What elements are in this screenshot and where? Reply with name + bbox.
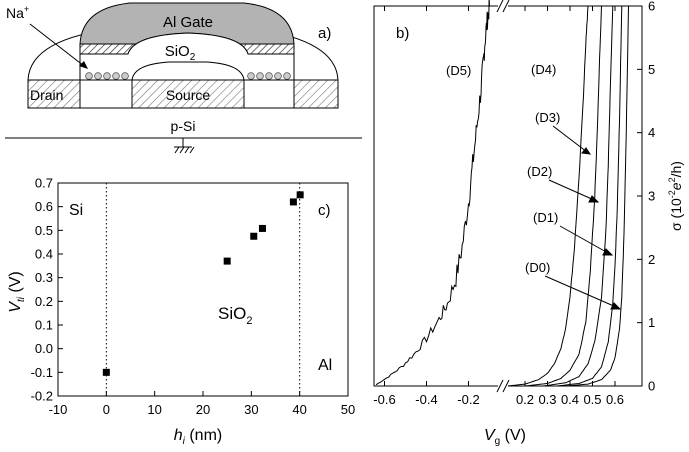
substrate-label: p-Si [171, 118, 196, 134]
x-tick-label: 50 [341, 402, 355, 417]
right-drain-region [293, 79, 339, 109]
panel-b-x-axis-label: Vg (V) [484, 427, 526, 447]
x-tick-label: 0.6 [606, 392, 624, 407]
data-point [289, 198, 297, 206]
y-tick-label: 0.2 [35, 294, 53, 309]
panel-b-label: b) [396, 25, 409, 42]
y-tick-label: 0.0 [35, 341, 53, 356]
series-line-d2 [542, 5, 614, 387]
y-tick-label: 0.4 [35, 247, 53, 262]
panel-b-frame [373, 5, 643, 387]
curve-label-d3: (D3) [535, 110, 560, 125]
oxide-label: SiO2 [165, 43, 196, 63]
x-tick-label: -0.4 [415, 392, 437, 407]
drain-region [27, 79, 81, 109]
x-tick-label: 0 [103, 402, 110, 417]
y-tick-label: 0.7 [35, 176, 53, 191]
series-line-d0 [565, 5, 629, 387]
region-sio2-label: SiO2 [218, 304, 252, 327]
sodium-ions-left [85, 72, 129, 80]
panel-c-frame [57, 182, 349, 397]
data-point [296, 191, 304, 199]
source-label: Source [166, 87, 211, 103]
curve-label-d1: (D1) [533, 210, 558, 225]
panel-b-series [375, 0, 629, 387]
series-line-d4 [506, 5, 589, 387]
y-tick-label: 5 [648, 62, 655, 77]
y-tick-label: 4 [648, 125, 655, 140]
sodium-arrow-head [79, 61, 88, 69]
sodium-label: Na+ [6, 4, 29, 21]
y-tick-label: 6 [648, 0, 655, 14]
panel-c-points [102, 191, 304, 376]
x-tick-label: 0.3 [538, 392, 556, 407]
series-line-d3 [524, 5, 602, 387]
curve-label-d2: (D2) [527, 164, 552, 179]
x-tick-label: 30 [244, 402, 258, 417]
ground-icon [174, 138, 195, 154]
data-point [258, 224, 266, 232]
oxide-region [79, 32, 295, 81]
panel-c-boundaries [105, 183, 301, 396]
axis-break-bottom [496, 379, 510, 393]
sodium-ions-right [247, 72, 291, 80]
axis-break-top [496, 0, 510, 13]
panel-c-label: c) [318, 202, 331, 219]
panel-c-ticks: -10 0 10 20 30 40 50 -0.2 -0.1 0.0 0.1 0.2 0.3 0.4 0.5… [31, 176, 356, 418]
y-tick-label: 1 [648, 315, 655, 330]
x-tick-label: 0.5 [583, 392, 601, 407]
y-tick-label: 0.3 [35, 270, 53, 285]
panel-a-label: a) [318, 25, 331, 42]
curve-label-d4: (D4) [531, 62, 556, 77]
region-al-label: Al [318, 357, 332, 374]
drain-label: Drain [30, 87, 63, 103]
x-tick-label: -10 [49, 402, 68, 417]
x-tick-label: -0.2 [457, 392, 479, 407]
x-tick-label: 0.2 [516, 392, 534, 407]
panel-c-y-axis-label: Vti (V) [7, 271, 27, 312]
gate-label: Al Gate [163, 14, 213, 31]
x-tick-label: -0.6 [373, 392, 395, 407]
curve-label-d5: (D5) [446, 63, 471, 78]
data-point [102, 368, 110, 376]
y-tick-label: 0.1 [35, 318, 53, 333]
y-tick-label: 3 [648, 189, 655, 204]
panel-b-y-axis-label: σ (10-2e2/h) [667, 161, 684, 231]
y-tick-label: 0 [648, 379, 655, 394]
y-tick-label: 2 [648, 252, 655, 267]
device-schematic: Al Gate SiO2 Na+ Drain Source p [5, 2, 362, 154]
panel-b-ticks: -0.6 -0.4 -0.2 0.2 0.3 0.4 0.5 0.6 0 1 2 3 4 5 6 [373, 0, 655, 407]
panel-c-chart: -10 0 10 20 30 40 50 -0.2 -0.1 0.0 0.1 0.2 0.3 0.4 0.5… [7, 176, 355, 448]
y-tick-label: 0.5 [35, 223, 53, 238]
sodium-arrow [29, 23, 85, 67]
x-tick-label: 40 [292, 402, 306, 417]
series-line-d1 [556, 5, 623, 387]
curve-label-d0: (D0) [525, 260, 550, 275]
inner-dome [131, 61, 245, 81]
x-tick-label: 0.4 [561, 392, 579, 407]
y-tick-label: 0.6 [35, 199, 53, 214]
y-tick-label: -0.1 [31, 365, 53, 380]
panel-c-x-axis-label: hi (nm) [174, 427, 222, 447]
data-point [250, 232, 258, 240]
al-gate [79, 2, 295, 45]
data-point [223, 257, 231, 265]
y-tick-label: -0.2 [31, 389, 53, 404]
region-si-label: Si [69, 202, 83, 219]
curve-pointer-arrows [544, 125, 622, 310]
series-line-d5 [375, 0, 490, 386]
x-tick-label: 10 [147, 402, 161, 417]
x-tick-label: 20 [196, 402, 210, 417]
